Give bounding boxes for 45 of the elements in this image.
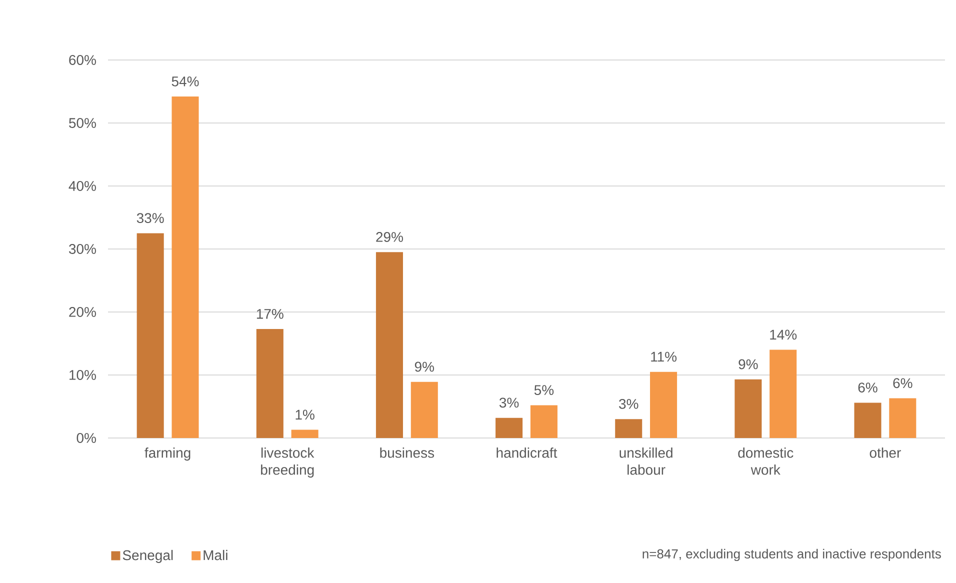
x-tick-label: other: [870, 448, 901, 458]
bar: [496, 418, 523, 438]
bar: [734, 379, 762, 438]
data-label: 9%: [738, 359, 758, 370]
y-tick-label: 30%: [68, 244, 96, 254]
text: n=847, excluding students and inactive respondents: [642, 548, 941, 562]
data-label: 1%: [296, 410, 314, 420]
legend-label: Senegal: [122, 550, 173, 563]
bar: [256, 329, 284, 438]
bar: [854, 402, 882, 438]
x-tick-label: farming: [144, 448, 190, 461]
data-label: 6%: [893, 378, 912, 388]
x-tick-label: handicraft: [496, 448, 558, 458]
x-tick-label: business: [380, 448, 434, 458]
bar: [172, 96, 199, 438]
data-label: 29%: [376, 232, 403, 242]
data-label: 17%: [256, 308, 284, 319]
bar: [410, 382, 438, 438]
legend-label: Mali: [204, 550, 228, 560]
y-tick-label: 10%: [70, 370, 96, 380]
bar: [530, 405, 558, 438]
bar: [291, 430, 318, 438]
data-label: 9%: [414, 362, 434, 372]
data-label: 3%: [619, 398, 638, 409]
data-label: 54%: [172, 76, 199, 86]
y-tick-label: 40%: [68, 181, 96, 191]
y-tick-label: 60%: [69, 55, 96, 65]
x-tick-label: domestic work: [738, 448, 794, 475]
bar: [376, 252, 403, 438]
bar: [770, 350, 797, 438]
x-tick-label: livestock breeding: [261, 448, 314, 478]
y-tick-label: 0%: [76, 433, 96, 443]
bar: [650, 372, 678, 438]
data-label: 3%: [499, 398, 519, 408]
data-label: 5%: [534, 385, 554, 396]
y-tick-label: 50%: [69, 118, 96, 128]
data-label: 33%: [136, 213, 164, 224]
data-label: 11%: [651, 352, 677, 362]
data-label: 6%: [858, 382, 878, 393]
data-label: 14%: [770, 330, 797, 340]
bar: [136, 233, 164, 438]
bar: [889, 398, 916, 438]
y-tick-label: 20%: [69, 307, 96, 317]
x-tick-label: unskilled labour: [620, 448, 672, 475]
bar: [615, 419, 642, 438]
